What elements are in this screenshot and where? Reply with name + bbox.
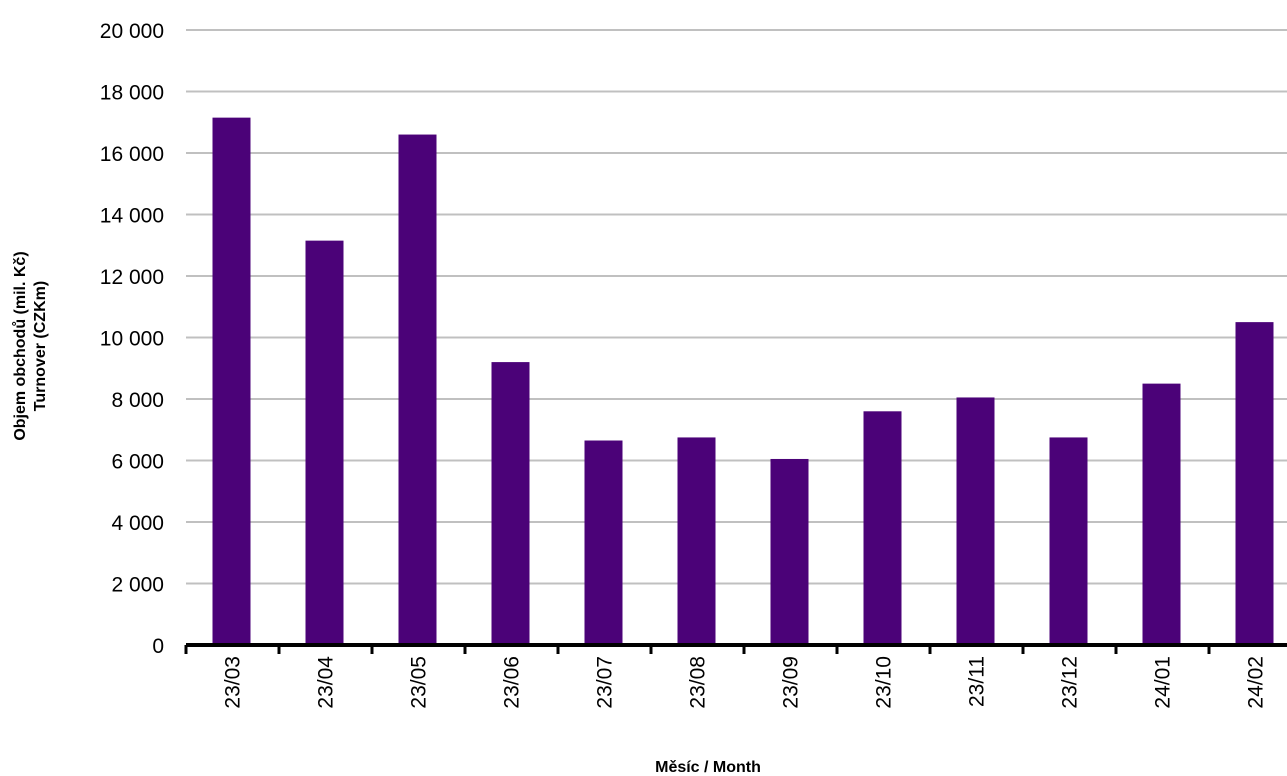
bar-24-01 <box>1142 383 1181 645</box>
x-tick-label: 23/07 <box>594 656 617 709</box>
x-tick-label: 23/06 <box>501 656 524 709</box>
x-tick-label: 23/04 <box>315 656 338 709</box>
y-tick-label: 12 000 <box>100 266 164 289</box>
bar-24-02 <box>1235 322 1274 645</box>
y-axis-tick-labels: 0 2 000 4 000 6 000 8 000 10 000 12 000 14 000 1… <box>100 20 164 658</box>
y-tick-label: 20 000 <box>100 20 164 43</box>
y-tick-label: 4 000 <box>111 512 164 535</box>
gridlines <box>186 29 1287 585</box>
y-tick-label: 14 000 <box>100 205 164 228</box>
x-axis-ticks <box>184 645 1211 654</box>
y-tick-label: 0 <box>152 635 164 658</box>
x-tick-label: 23/09 <box>780 656 803 709</box>
bar-23-03 <box>212 117 251 645</box>
bar-23-06 <box>491 362 530 645</box>
x-tick-label: 23/11 <box>966 656 989 707</box>
y-tick-label: 16 000 <box>100 143 164 166</box>
bar-23-09 <box>770 458 809 645</box>
y-tick-label: 2 000 <box>111 574 164 597</box>
x-tick-label: 23/03 <box>222 656 245 709</box>
x-tick-label: 23/08 <box>687 656 710 709</box>
bar-23-10 <box>863 411 902 645</box>
x-tick-label: 23/10 <box>873 656 896 709</box>
bar-23-07 <box>584 440 623 645</box>
x-axis-tick-labels: 23/03 23/04 23/05 23/06 23/07 23/08 23/09 23/10… <box>222 656 1268 709</box>
bar-23-12 <box>1049 437 1088 645</box>
x-tick-label: 23/12 <box>1059 656 1082 709</box>
x-tick-label: 24/01 <box>1152 656 1175 709</box>
bar-23-04 <box>305 240 344 645</box>
y-tick-label: 8 000 <box>111 389 164 412</box>
y-tick-label: 6 000 <box>111 451 164 474</box>
x-axis-title: Měsíc / Month <box>655 759 761 776</box>
bars <box>212 117 1274 646</box>
x-tick-label: 24/02 <box>1245 656 1268 709</box>
y-axis-title-line-1: Objem obchodů (mil. Kč) <box>12 251 29 440</box>
bar-23-05 <box>398 134 437 646</box>
x-tick-label: 23/05 <box>408 656 431 709</box>
y-tick-label: 10 000 <box>100 328 164 351</box>
bar-23-11 <box>956 397 995 645</box>
bar-23-08 <box>677 437 716 645</box>
y-axis-title: Objem obchodů (mil. Kč) Turnover (CZKm) <box>12 251 49 440</box>
y-axis-title-line-2: Turnover (CZKm) <box>32 281 49 411</box>
y-tick-label: 18 000 <box>100 82 164 105</box>
